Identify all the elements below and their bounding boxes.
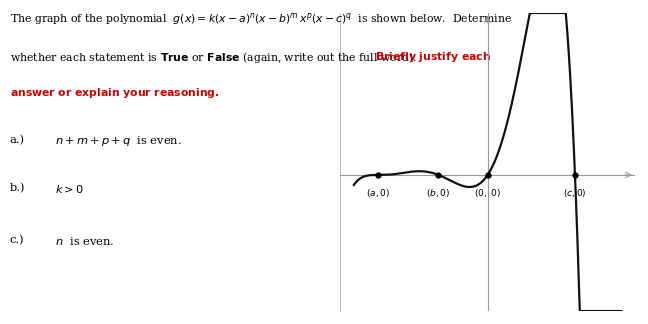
Text: $\mathbf{answer\ or\ explain\ your\ reasoning.}$: $\mathbf{answer\ or\ explain\ your\ reas… (10, 86, 220, 100)
Text: c.): c.) (10, 235, 25, 245)
Text: $\mathbf{Briefly\ justify\ each}$: $\mathbf{Briefly\ justify\ each}$ (375, 50, 491, 64)
Text: b.): b.) (10, 183, 25, 193)
Text: a.): a.) (10, 134, 25, 145)
Text: $n+m+p+q$  is even.: $n+m+p+q$ is even. (55, 134, 182, 148)
Text: The graph of the polynomial  $g(x)=k(x-a)^{n}(x-b)^{m}\,x^{p}(x-c)^{q}$  is show: The graph of the polynomial $g(x)=k(x-a)… (10, 11, 512, 27)
Text: $(0,\ 0)$: $(0,\ 0)$ (474, 187, 502, 199)
Text: $(c,0)$: $(c,0)$ (563, 187, 586, 199)
Text: $(a,0)$: $(a,0)$ (366, 187, 391, 199)
Text: $k>0$: $k>0$ (55, 183, 84, 195)
Text: $(b,0)$: $(b,0)$ (426, 187, 450, 199)
Text: $n$  is even.: $n$ is even. (55, 235, 115, 247)
Text: whether each statement is $\mathbf{True}$ or $\mathbf{False}$ (again, write out : whether each statement is $\mathbf{True}… (10, 50, 421, 65)
